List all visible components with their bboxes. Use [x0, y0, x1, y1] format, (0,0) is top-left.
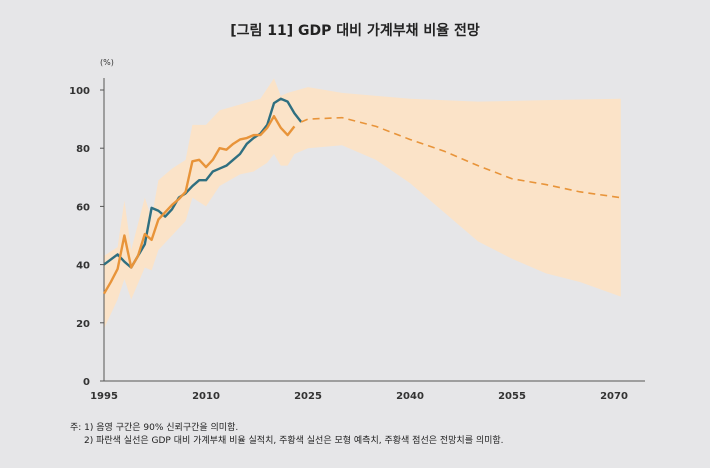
- note-1: 주: 1) 음영 구간은 90% 신뢰구간을 의미함.: [70, 423, 239, 433]
- confidence-band: [104, 78, 621, 329]
- y-tick-label: 80: [76, 144, 90, 155]
- y-tick-label: 60: [76, 202, 90, 213]
- y-tick-label: 20: [76, 319, 90, 330]
- note-2: 2) 파란색 실선은 GDP 대비 가계부채 비율 실적치, 주황색 실선은 모…: [84, 436, 504, 446]
- series-model-line: [102, 114, 296, 295]
- y-tick-label: 0: [83, 377, 90, 388]
- chart-title: [그림 11] GDP 대비 가계부채 비율 전망: [230, 23, 480, 39]
- y-tick-label: 40: [76, 261, 90, 272]
- x-tick-label: 2010: [192, 391, 220, 402]
- series-forecast-line: [300, 116, 621, 199]
- y-tick-label: 100: [69, 86, 90, 97]
- x-tick-label: 2055: [498, 391, 526, 402]
- x-tick-label: 2040: [396, 391, 424, 402]
- series-actual-line: [103, 97, 303, 269]
- x-tick-label: 2070: [600, 391, 628, 402]
- x-tick-label: 1995: [90, 391, 118, 402]
- y-axis-unit: (%): [100, 58, 114, 67]
- x-tick-label: 2025: [294, 391, 322, 402]
